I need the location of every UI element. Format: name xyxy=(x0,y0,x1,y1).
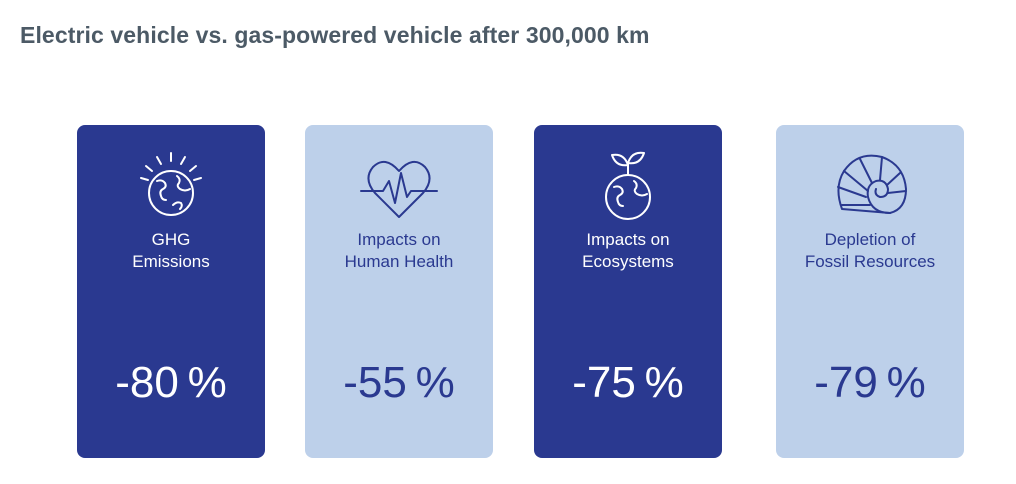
card-label: Depletion of Fossil Resources xyxy=(804,230,936,271)
card-ecosystems: Impacts on Ecosystems -75 % xyxy=(534,125,722,458)
heart-pulse-icon xyxy=(359,147,439,227)
card-value: -75 % xyxy=(572,358,684,407)
card-label: Impacts on Human Health xyxy=(344,230,454,271)
card-value: -79 % xyxy=(814,358,926,407)
globe-sun-icon xyxy=(131,147,211,227)
card-label: GHG Emissions xyxy=(132,230,210,271)
card-value: -80 % xyxy=(115,358,227,407)
ammonite-fossil-icon xyxy=(830,147,910,227)
card-ghg-emissions: GHG Emissions -80 % xyxy=(77,125,265,458)
card-value: -55 % xyxy=(343,358,455,407)
card-human-health: Impacts on Human Health -55 % xyxy=(305,125,493,458)
card-fossil-resources: Depletion of Fossil Resources -79 % xyxy=(776,125,964,458)
globe-sprout-icon xyxy=(588,147,668,227)
card-label: Impacts on Ecosystems xyxy=(582,230,674,271)
page-title: Electric vehicle vs. gas-powered vehicle… xyxy=(20,22,650,48)
